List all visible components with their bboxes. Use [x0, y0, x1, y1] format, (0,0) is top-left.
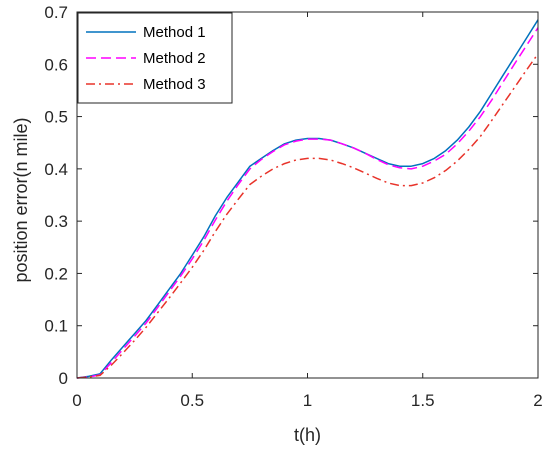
y-tick-label: 0.4: [44, 160, 68, 179]
y-tick-label: 0.7: [44, 3, 68, 22]
x-tick-label: 0.5: [180, 391, 204, 410]
legend: Method 1 Method 2 Method 3: [77, 12, 233, 104]
series-line-3: [76, 53, 539, 379]
x-tick-label: 0: [72, 391, 81, 410]
legend-label: Method 3: [143, 76, 206, 93]
legend-label: Method 2: [143, 50, 206, 67]
legend-label: Method 1: [143, 24, 206, 41]
axes-layer: 0 0.5 1 1.5 2 0 0.1 0.2 0.3 0.4 0.5 0.6 0.7: [44, 3, 542, 410]
x-axis-label: t(h): [294, 425, 321, 445]
series-line-1: [76, 19, 539, 379]
y-tick-label: 0.3: [44, 212, 68, 231]
y-tick-label: 0.5: [44, 108, 68, 127]
x-tick-label: 1: [303, 391, 312, 410]
x-tick-label: 1.5: [411, 391, 435, 410]
x-tick-label: 2: [533, 391, 542, 410]
y-tick-label: 0.6: [44, 55, 68, 74]
y-tick-label: 0.2: [44, 264, 68, 283]
y-tick-label: 0: [59, 369, 68, 388]
y-axis-label: position error(n mile): [11, 117, 31, 282]
series-line-2: [76, 27, 539, 379]
series-layer: [76, 19, 539, 379]
y-tick-label: 0.1: [44, 317, 68, 336]
